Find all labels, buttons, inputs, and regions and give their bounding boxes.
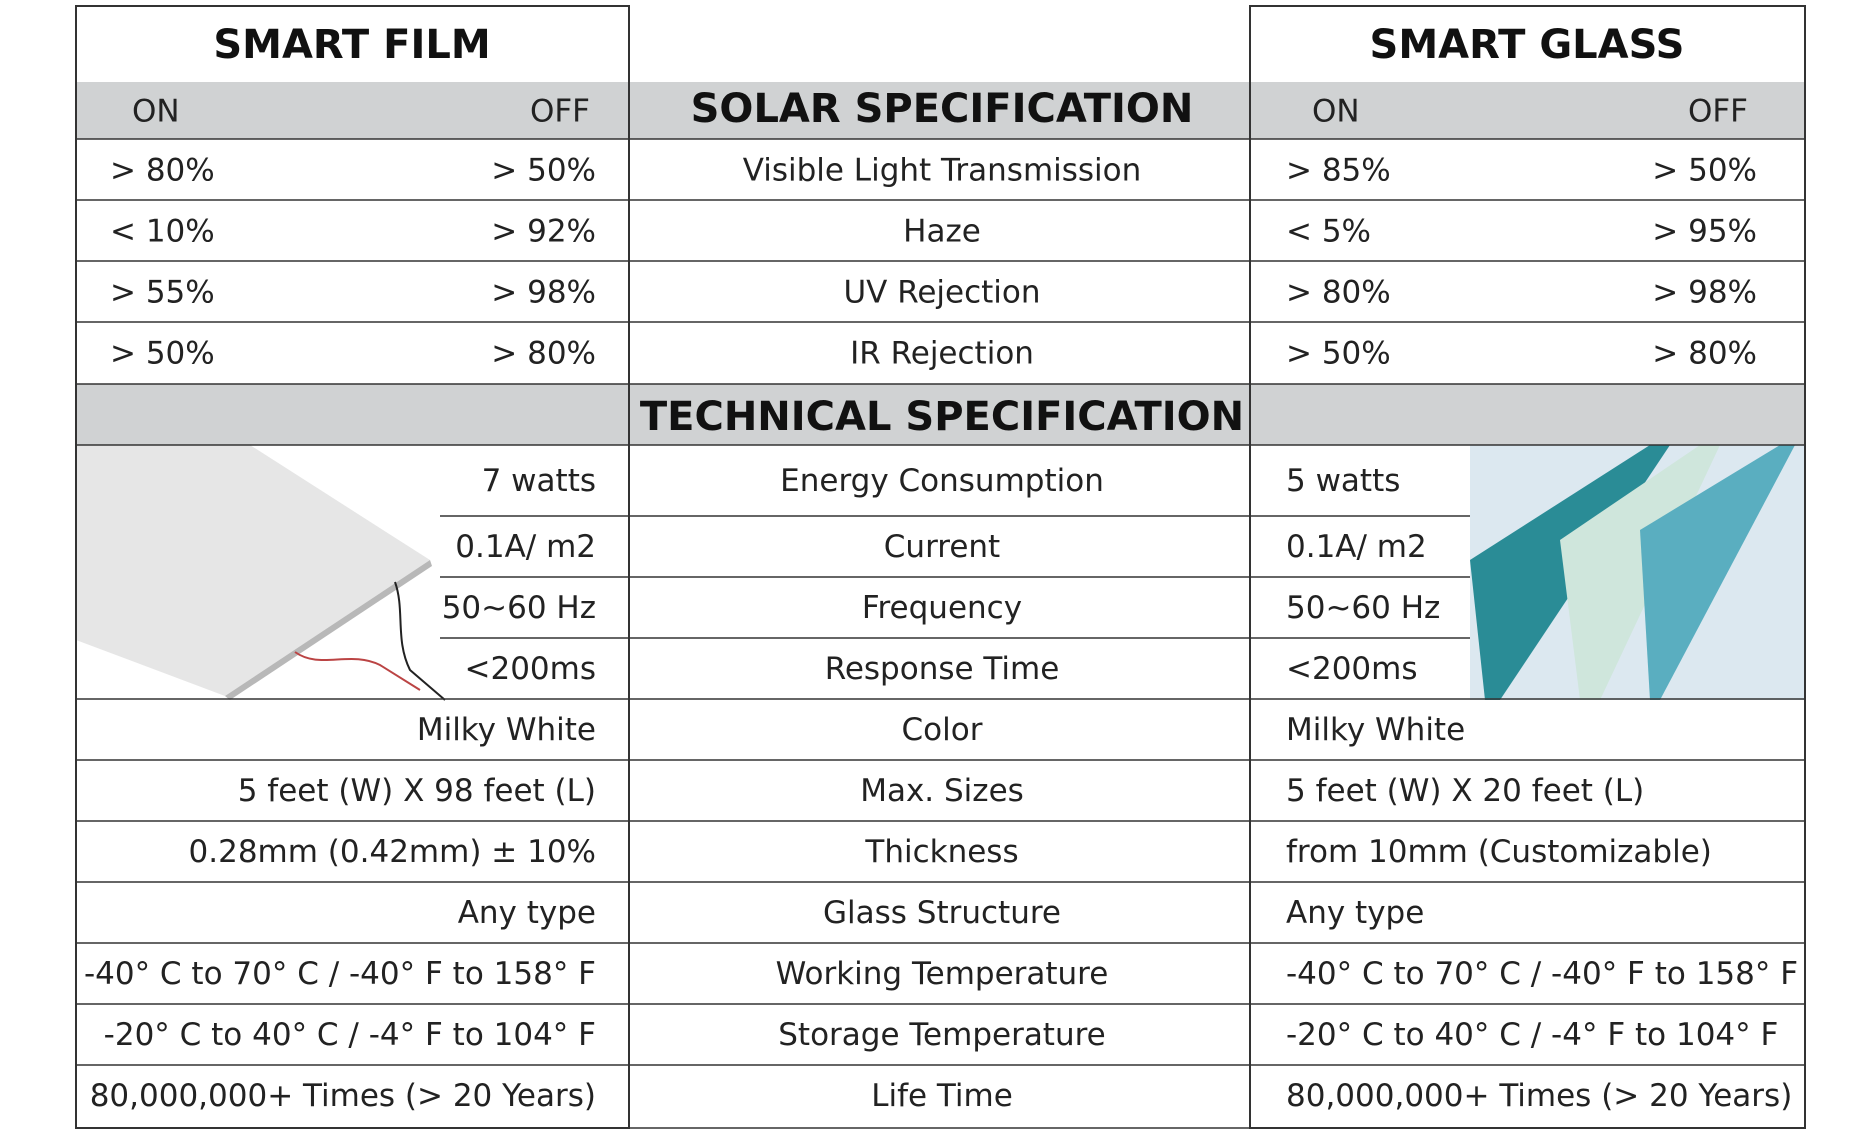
glass-on-value: > 80% (1286, 275, 1391, 311)
film-value: 80,000,000+ Times (> 20 Years) (90, 1078, 596, 1114)
film-value: 5 feet (W) X 98 feet (L) (238, 773, 596, 809)
glass-on-value: > 50% (1286, 336, 1391, 372)
solar-label: UV Rejection (843, 275, 1040, 311)
technical-label: Energy Consumption (780, 463, 1104, 499)
technical-label: Frequency (862, 590, 1022, 626)
film-title: SMART FILM (213, 22, 490, 68)
film-value: 0.28mm (0.42mm) ± 10% (189, 834, 596, 870)
film-image (76, 445, 446, 701)
film-off-value: > 50% (491, 153, 596, 189)
film-on-value: > 55% (110, 275, 215, 311)
glass-on-value: < 5% (1286, 214, 1371, 250)
film-value: 7 watts (482, 463, 596, 499)
glass-off: OFF (1688, 94, 1748, 130)
glass-on: ON (1312, 94, 1360, 130)
header-band (76, 82, 1805, 139)
film-on: ON (132, 94, 180, 130)
glass-off-value: > 80% (1652, 336, 1757, 372)
film-value: -20° C to 40° C / -4° F to 104° F (104, 1017, 596, 1053)
film-value: -40° C to 70° C / -40° F to 158° F (84, 956, 596, 992)
technical-label: Glass Structure (823, 895, 1061, 931)
solar-label: Haze (903, 214, 981, 250)
glass-image (1470, 445, 1805, 700)
technical-label: Storage Temperature (778, 1017, 1106, 1053)
technical-label: Color (902, 712, 983, 748)
glass-title: SMART GLASS (1370, 22, 1685, 68)
technical-label: Working Temperature (776, 956, 1109, 992)
film-on-value: > 80% (110, 153, 215, 189)
glass-off-value: > 50% (1652, 153, 1757, 189)
glass-on-value: > 85% (1286, 153, 1391, 189)
glass-value: -20° C to 40° C / -4° F to 104° F (1286, 1017, 1778, 1053)
film-value: 50~60 Hz (442, 590, 596, 626)
glass-value: 50~60 Hz (1286, 590, 1440, 626)
glass-value: 5 watts (1286, 463, 1400, 499)
glass-value: <200ms (1286, 651, 1418, 687)
film-off: OFF (530, 94, 590, 130)
glass-value: -40° C to 70° C / -40° F to 158° F (1286, 956, 1798, 992)
glass-value: 0.1A/ m2 (1286, 529, 1427, 565)
glass-value: 5 feet (W) X 20 feet (L) (1286, 773, 1644, 809)
solar-label: Visible Light Transmission (743, 153, 1142, 189)
glass-value: Milky White (1286, 712, 1465, 748)
film-off-value: > 98% (491, 275, 596, 311)
film-value: <200ms (465, 651, 597, 687)
header-band (76, 384, 1805, 445)
film-on-value: > 50% (110, 336, 215, 372)
film-off-value: > 92% (491, 214, 596, 250)
technical-label: Life Time (871, 1078, 1013, 1114)
technical-label: Thickness (864, 834, 1018, 870)
film-value: Any type (458, 895, 596, 931)
film-value: Milky White (417, 712, 596, 748)
glass-value: Any type (1286, 895, 1424, 931)
glass-off-value: > 95% (1652, 214, 1757, 250)
technical-label: Response Time (825, 651, 1060, 687)
glass-value: 80,000,000+ Times (> 20 Years) (1286, 1078, 1792, 1114)
film-on-value: < 10% (110, 214, 215, 250)
glass-value: from 10mm (Customizable) (1286, 834, 1712, 870)
film-value: 0.1A/ m2 (455, 529, 596, 565)
solar-title: SOLAR SPECIFICATION (691, 86, 1194, 132)
technical-label: Max. Sizes (860, 773, 1024, 809)
technical-title: TECHNICAL SPECIFICATION (640, 394, 1244, 440)
glass-off-value: > 98% (1652, 275, 1757, 311)
technical-label: Current (884, 529, 1000, 565)
solar-label: IR Rejection (850, 336, 1034, 372)
film-off-value: > 80% (491, 336, 596, 372)
